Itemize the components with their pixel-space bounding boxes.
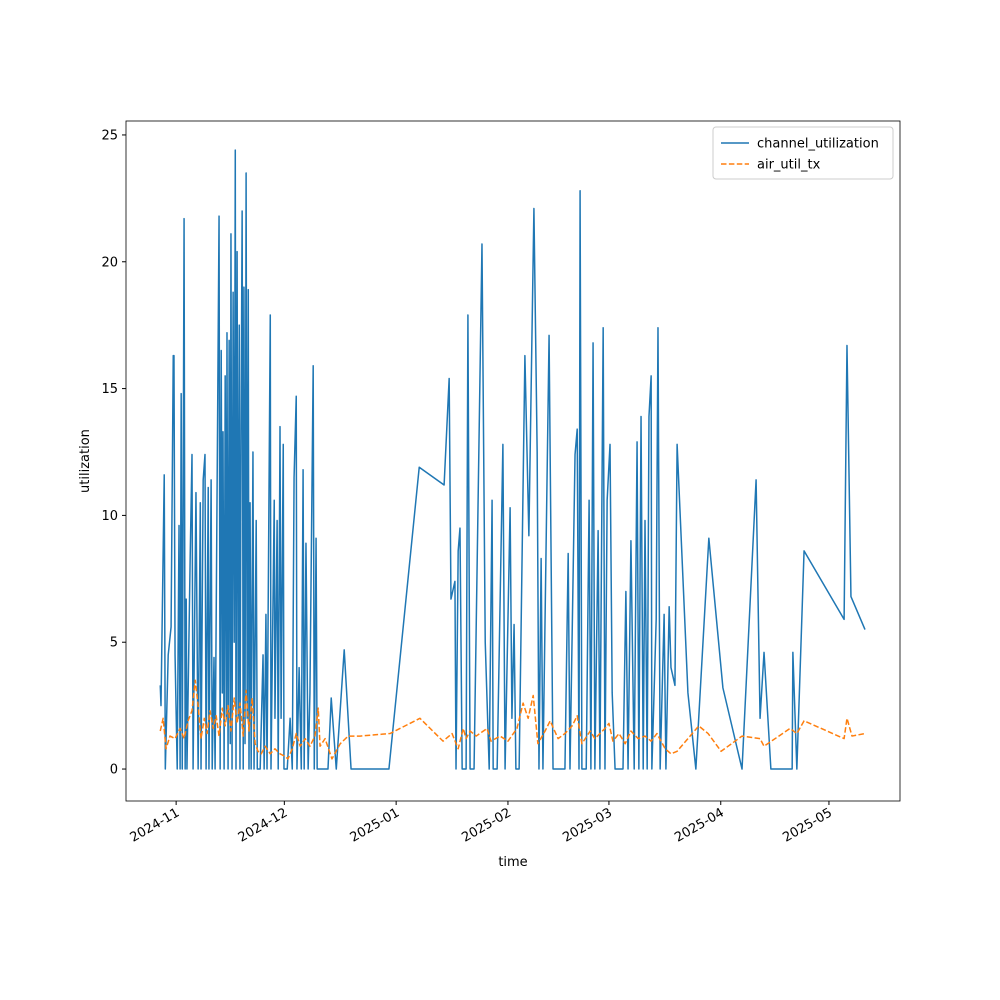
x-axis-label: time bbox=[498, 855, 527, 870]
y-axis-label: utilization bbox=[78, 429, 93, 493]
y-tick-label: 5 bbox=[110, 636, 118, 651]
legend: channel_utilization air_util_tx bbox=[712, 126, 894, 180]
legend-label: channel_utilization bbox=[757, 137, 879, 152]
plot-frame bbox=[125, 120, 901, 802]
y-tick-label: 15 bbox=[101, 382, 118, 397]
y-tick-label: 10 bbox=[101, 509, 118, 524]
y-tick-label: 25 bbox=[101, 128, 118, 143]
series-line bbox=[159, 679, 866, 760]
legend-label: air_util_tx bbox=[757, 158, 821, 173]
legend-box bbox=[712, 126, 894, 180]
series-line bbox=[159, 149, 866, 770]
y-tick-label: 0 bbox=[110, 763, 118, 778]
y-tick-label: 20 bbox=[101, 255, 118, 270]
